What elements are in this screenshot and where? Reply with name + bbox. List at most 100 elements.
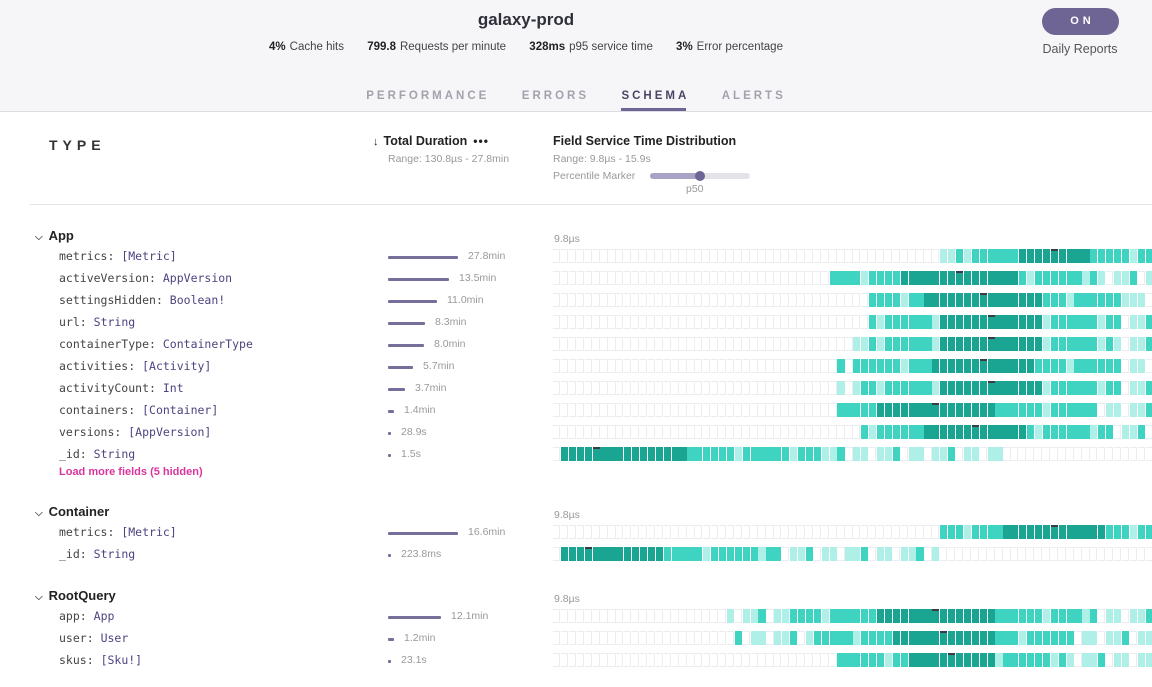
heatmap-cell xyxy=(884,315,893,329)
tab-schema[interactable]: SCHEMA xyxy=(621,90,689,111)
heatmap-cell xyxy=(892,381,900,395)
heatmap-cell xyxy=(1098,653,1106,667)
type-group-rootquery[interactable]: ⌵ RootQuery xyxy=(35,588,116,603)
field-row[interactable]: user: User xyxy=(59,631,129,645)
heatmap-cell xyxy=(963,315,972,329)
heatmap-cell xyxy=(632,425,640,439)
heatmap-cell xyxy=(703,271,711,285)
heatmap-cell xyxy=(695,547,703,561)
heatmap-cell xyxy=(608,447,616,461)
heatmap-cell xyxy=(1066,547,1074,561)
type-group-container[interactable]: ⌵ Container xyxy=(35,504,109,519)
heatmap-cell xyxy=(845,359,853,373)
heatmap-cell xyxy=(979,631,987,645)
heatmap-cell xyxy=(679,653,687,667)
field-row[interactable]: containers: [Container] xyxy=(59,403,219,417)
field-row[interactable]: metrics: [Metric] xyxy=(59,249,177,263)
heatmap-cell xyxy=(568,337,577,351)
heatmap-cell xyxy=(758,447,766,461)
heatmap-cell xyxy=(718,447,727,461)
heatmap-cell xyxy=(774,609,782,623)
tab-errors[interactable]: ERRORS xyxy=(521,90,589,102)
heatmap-cell xyxy=(632,315,640,329)
field-row[interactable]: activeVersion: AppVersion xyxy=(59,271,233,285)
more-options-icon[interactable]: ••• xyxy=(473,134,489,148)
heatmap-cell xyxy=(703,631,711,645)
field-row[interactable]: containerType: ContainerType xyxy=(59,337,253,351)
heatmap-cell xyxy=(924,381,932,395)
total-duration-sort-header[interactable]: ↓ Total Duration ••• xyxy=(373,134,489,148)
field-type: [Sku!] xyxy=(100,653,143,667)
heatmap-cell xyxy=(568,547,577,561)
stat-value: 328ms xyxy=(529,41,566,53)
heatmap-cell xyxy=(592,547,600,561)
heatmap-cell xyxy=(742,447,750,461)
heatmap-cell xyxy=(655,293,663,307)
heatmap-cell xyxy=(1145,271,1152,285)
type-group-name: App xyxy=(48,228,74,243)
heatmap-cell xyxy=(624,293,632,307)
percentile-slider-handle[interactable] xyxy=(695,171,705,181)
heatmap-cell xyxy=(1121,337,1130,351)
heatmap-cell xyxy=(608,631,616,645)
heatmap-cell xyxy=(734,249,742,263)
percentile-marker xyxy=(940,631,948,633)
heatmap-cell xyxy=(1113,447,1122,461)
heatmap-cell xyxy=(1145,525,1152,539)
field-row[interactable]: activities: [Activity] xyxy=(59,359,212,373)
heatmap-cell xyxy=(837,337,845,351)
heatmap-cell xyxy=(766,631,774,645)
heatmap-cell xyxy=(1113,547,1122,561)
type-group-app[interactable]: ⌵ App xyxy=(35,228,74,243)
heatmap-cell xyxy=(774,271,782,285)
heatmap-cell xyxy=(758,425,766,439)
heatmap-cell xyxy=(639,271,648,285)
heatmap-cell xyxy=(1106,315,1114,329)
heatmap-cell xyxy=(1011,249,1019,263)
tab-performance[interactable]: PERFORMANCE xyxy=(366,90,490,102)
heatmap-cell xyxy=(1106,525,1114,539)
heatmap-cell xyxy=(1042,249,1051,263)
heatmap-cell xyxy=(647,271,656,285)
field-row[interactable]: url: String xyxy=(59,315,136,329)
heatmap-cell xyxy=(1074,271,1082,285)
heatmap-cell xyxy=(1082,525,1090,539)
heatmap-cell xyxy=(963,359,972,373)
heatmap-cell xyxy=(845,337,853,351)
heatmap-cell xyxy=(703,337,711,351)
heatmap-cell xyxy=(758,547,766,561)
heatmap-cell xyxy=(1090,631,1098,645)
field-row[interactable]: _id: String xyxy=(59,547,136,561)
heatmap-cell xyxy=(1027,403,1035,417)
heatmap-cell xyxy=(853,547,861,561)
heatmap-cell xyxy=(616,609,624,623)
heatmap-cell xyxy=(750,403,758,417)
duration-value: 23.1s xyxy=(401,654,427,666)
field-row[interactable]: _id: String xyxy=(59,447,136,461)
load-more-fields-link[interactable]: Load more fields (5 hidden) xyxy=(59,466,203,478)
duration-bar xyxy=(388,532,458,535)
heatmap-cell xyxy=(805,381,814,395)
heatmap-cell xyxy=(790,293,798,307)
heatmap-cell xyxy=(616,403,624,417)
heatmap-cell xyxy=(790,631,798,645)
heatmap-cell xyxy=(869,653,877,667)
heatmap-cell xyxy=(560,403,569,417)
heatmap-cell xyxy=(695,271,703,285)
field-row[interactable]: activityCount: Int xyxy=(59,381,184,395)
heatmap-cell xyxy=(821,609,829,623)
heatmap-cell xyxy=(940,525,948,539)
field-row[interactable]: metrics: [Metric] xyxy=(59,525,177,539)
field-row[interactable]: versions: [AppVersion] xyxy=(59,425,212,439)
daily-reports-toggle[interactable]: ON xyxy=(1042,8,1119,35)
heatmap-cell xyxy=(987,525,995,539)
heatmap-cell xyxy=(592,359,600,373)
field-row[interactable]: settingsHidden: Boolean! xyxy=(59,293,226,307)
field-row[interactable]: skus: [Sku!] xyxy=(59,653,143,667)
heatmap-row xyxy=(553,447,1152,461)
heatmap-cell xyxy=(853,359,861,373)
field-row[interactable]: app: App xyxy=(59,609,115,623)
heatmap-cell xyxy=(624,381,632,395)
heatmap-cell xyxy=(1050,653,1058,667)
tab-alerts[interactable]: ALERTS xyxy=(721,90,786,102)
